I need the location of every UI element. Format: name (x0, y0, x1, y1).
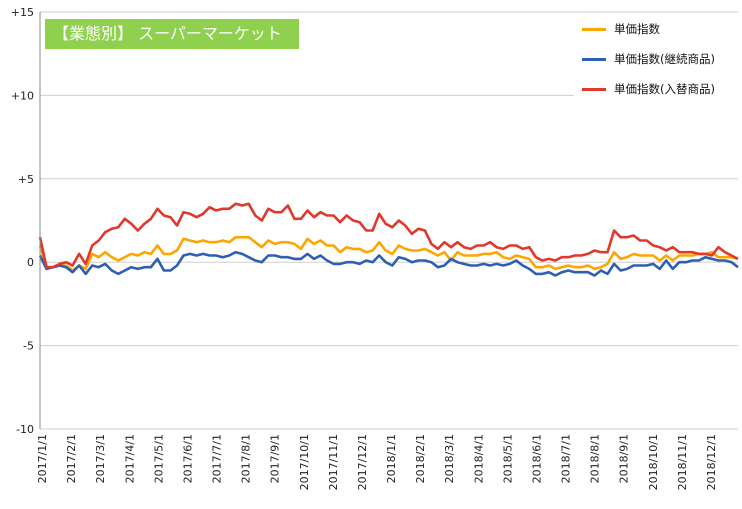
y-tick-label: -5 (23, 340, 34, 353)
legend-swatch (582, 58, 606, 61)
x-tick-label: 2018/5/1 (501, 434, 514, 483)
x-tick-label: 2017/12/1 (356, 434, 369, 490)
legend-label: 単価指数(入替商品) (614, 82, 715, 96)
chart-title: 【業態別】 スーパーマーケット (45, 19, 299, 49)
x-tick-label: 2017/5/1 (152, 434, 165, 483)
x-tick-labels: 2017/1/1 2017/2/1 2017/3/1 2017/4/1 2017/5/1… (36, 434, 718, 490)
series-line-2 (38, 202, 739, 269)
x-tick-label: 2018/3/1 (443, 434, 456, 483)
x-tick-label: 2017/8/1 (240, 434, 253, 483)
series-lines (38, 202, 739, 277)
x-tick-label: 2018/2/1 (414, 434, 427, 483)
x-tick-label: 2018/6/1 (530, 434, 543, 483)
x-tick-label: 2017/4/1 (123, 434, 136, 483)
x-tick-label: 2018/12/1 (705, 434, 718, 490)
series-line-0 (38, 235, 739, 272)
x-tick-label: 2017/3/1 (94, 434, 107, 483)
x-tick-label: 2017/9/1 (269, 434, 282, 483)
x-tick-label: 2018/9/1 (618, 434, 631, 483)
y-tick-label: 0 (27, 256, 34, 269)
x-tick-label: 2018/4/1 (472, 434, 485, 483)
x-tick-label: 2018/8/1 (589, 434, 602, 483)
legend-label: 単価指数 (614, 22, 660, 36)
x-tick-label: 2017/2/1 (65, 434, 78, 483)
y-tick-label: +5 (18, 173, 34, 186)
x-tick-label: 2018/11/1 (676, 434, 689, 490)
legend-swatch (582, 88, 606, 91)
x-tick-label: 2017/7/1 (211, 434, 224, 483)
legend-swatch (582, 28, 606, 31)
x-tick-label: 2018/1/1 (385, 434, 398, 483)
x-tick-label: 2017/1/1 (36, 434, 49, 483)
legend: 単価指数 単価指数(継続商品) 単価指数(入替商品) (574, 14, 740, 98)
x-tick-label: 2018/7/1 (560, 434, 573, 483)
series-line-1 (38, 250, 739, 277)
legend-label: 単価指数(継続商品) (614, 52, 715, 66)
y-tick-label: +10 (11, 89, 34, 102)
x-tick-label: 2017/6/1 (181, 434, 194, 483)
y-tick-labels: +15 +10 +5 0 -5 -10 (11, 6, 34, 436)
x-tick-label: 2017/10/1 (298, 434, 311, 490)
x-tick-label: 2018/10/1 (647, 434, 660, 490)
y-tick-label: +15 (11, 6, 34, 19)
y-tick-label: -10 (16, 423, 34, 436)
x-tick-label: 2017/11/1 (327, 434, 340, 490)
